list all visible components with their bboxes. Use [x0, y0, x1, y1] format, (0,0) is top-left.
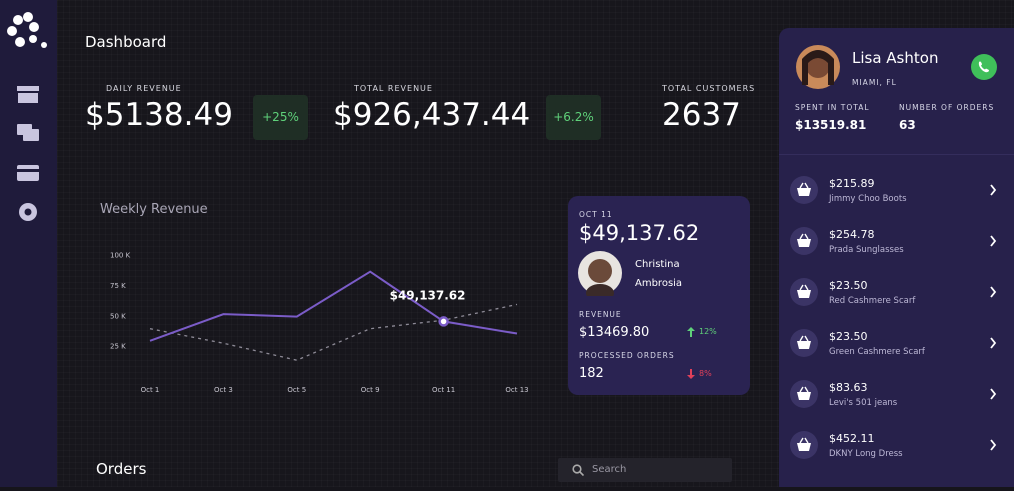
chevron[interactable] [989, 337, 997, 349]
purchase-row[interactable]: $215.89 Jimmy Choo Boots [779, 175, 1014, 215]
card-amount: $49,137.62 [579, 221, 700, 245]
purchase-row[interactable]: $83.63 Levi's 501 jeans [779, 379, 1014, 419]
purchase-row[interactable]: $254.78 Prada Sunglasses [779, 226, 1014, 266]
card-avatar [578, 251, 622, 296]
sidebar-icons [7, 12, 47, 221]
orders-change: 8% [699, 369, 712, 378]
basket-icon [790, 431, 818, 459]
kpi-label: DAILY REVENUE [106, 84, 182, 93]
purchase-price: $83.63 [829, 381, 868, 394]
weekly-revenue-chart: Weekly Revenue 25 K 50 K 75 K 100 K Oct 1 Oct… [100, 202, 529, 394]
detail-card: OCT 11 $49,137.62 Christina Ambrosia REV… [568, 196, 750, 395]
search-placeholder: Search [592, 464, 627, 475]
stat-label: SPENT IN TOTAL [795, 103, 870, 112]
orders-label: PROCESSED ORDERS [579, 351, 675, 360]
chat-icon[interactable] [17, 124, 39, 141]
kpi-change: +6.2% [546, 95, 601, 140]
purchase-price: $23.50 [829, 279, 868, 292]
person-name: Ambrosia [635, 278, 683, 289]
stat-value: 63 [899, 118, 916, 132]
purchase-row[interactable]: $23.50 Red Cashmere Scarf [779, 277, 1014, 317]
x-tick-label: Oct 9 [361, 386, 380, 394]
page-title: Dashboard [85, 33, 167, 51]
purchase-price: $452.11 [829, 432, 875, 445]
kpi-label: TOTAL REVENUE [354, 84, 433, 93]
search-icon [572, 464, 584, 476]
kpi-value: $926,437.44 [333, 97, 531, 133]
baseline-line [149, 303, 518, 361]
revenue-value: $13469.80 [579, 325, 650, 340]
revenue-change: 12% [699, 327, 717, 336]
up-arrow [687, 327, 695, 337]
x-tick-label: Oct 13 [505, 386, 528, 394]
revenue-label: REVENUE [579, 310, 622, 319]
y-tick-label: 25 K [110, 343, 126, 351]
basket-icon [790, 329, 818, 357]
sidebar [0, 0, 57, 487]
x-tick-label: Oct 1 [141, 386, 160, 394]
y-tick-label: 100 K [110, 252, 131, 260]
stat-label: NUMBER OF ORDERS [899, 103, 995, 112]
x-tick-label: Oct 3 [214, 386, 233, 394]
kpi-value: $5138.49 [85, 97, 233, 133]
customer-location: MIAMI, FL [852, 78, 897, 87]
purchase-row[interactable]: $452.11 DKNY Long Dress [779, 430, 1014, 470]
purchase-item: Jimmy Choo Boots [829, 194, 907, 204]
chevron[interactable] [989, 439, 997, 451]
purchase-price: $254.78 [829, 228, 875, 241]
purchase-item: Red Cashmere Scarf [829, 296, 916, 306]
basket-icon [790, 278, 818, 306]
kpi-label: TOTAL CUSTOMERS [662, 84, 756, 93]
customer-name: Lisa Ashton [852, 49, 939, 67]
customer-panel: Lisa Ashton MIAMI, FL SPENT IN TOTAL $13… [779, 28, 1014, 487]
chevron[interactable] [989, 184, 997, 196]
basket-icon [790, 176, 818, 204]
orders-title: Orders [96, 460, 147, 478]
purchase-price: $23.50 [829, 330, 868, 343]
purchase-item: DKNY Long Dress [829, 449, 903, 459]
store-icon[interactable] [17, 86, 39, 103]
settings-icon[interactable] [19, 203, 37, 221]
search-box[interactable]: Search [558, 458, 732, 482]
purchase-row[interactable]: $23.50 Green Cashmere Scarf [779, 328, 1014, 368]
customer-avatar [796, 45, 840, 89]
stat-value: $13519.81 [795, 118, 867, 132]
card-date: OCT 11 [579, 210, 613, 219]
chevron[interactable] [989, 286, 997, 298]
kpi-value: 2637 [662, 97, 741, 133]
y-tick-label: 50 K [110, 312, 126, 320]
basket-icon [790, 380, 818, 408]
purchase-price: $215.89 [829, 177, 875, 190]
down-arrow [687, 369, 695, 379]
revenue-line [149, 270, 518, 342]
purchase-item: Green Cashmere Scarf [829, 347, 925, 357]
x-tick-label: Oct 5 [287, 386, 306, 394]
purchase-item: Prada Sunglasses [829, 245, 904, 255]
divider [779, 154, 1014, 155]
chart-title: Weekly Revenue [100, 202, 208, 217]
basket-icon [790, 227, 818, 255]
orders-value: 182 [579, 366, 604, 381]
call-button[interactable] [971, 54, 997, 80]
annotation: $49,137.62 [390, 288, 466, 302]
y-tick-label: 75 K [110, 282, 126, 290]
chevron[interactable] [989, 235, 997, 247]
card-icon[interactable] [17, 165, 39, 181]
kpi-change: +25% [253, 95, 308, 140]
highlight-point [438, 316, 449, 327]
logo [7, 12, 47, 48]
chevron[interactable] [989, 388, 997, 400]
person-name: Christina [635, 259, 680, 270]
x-tick-label: Oct 11 [432, 386, 455, 394]
purchase-item: Levi's 501 jeans [829, 398, 898, 408]
